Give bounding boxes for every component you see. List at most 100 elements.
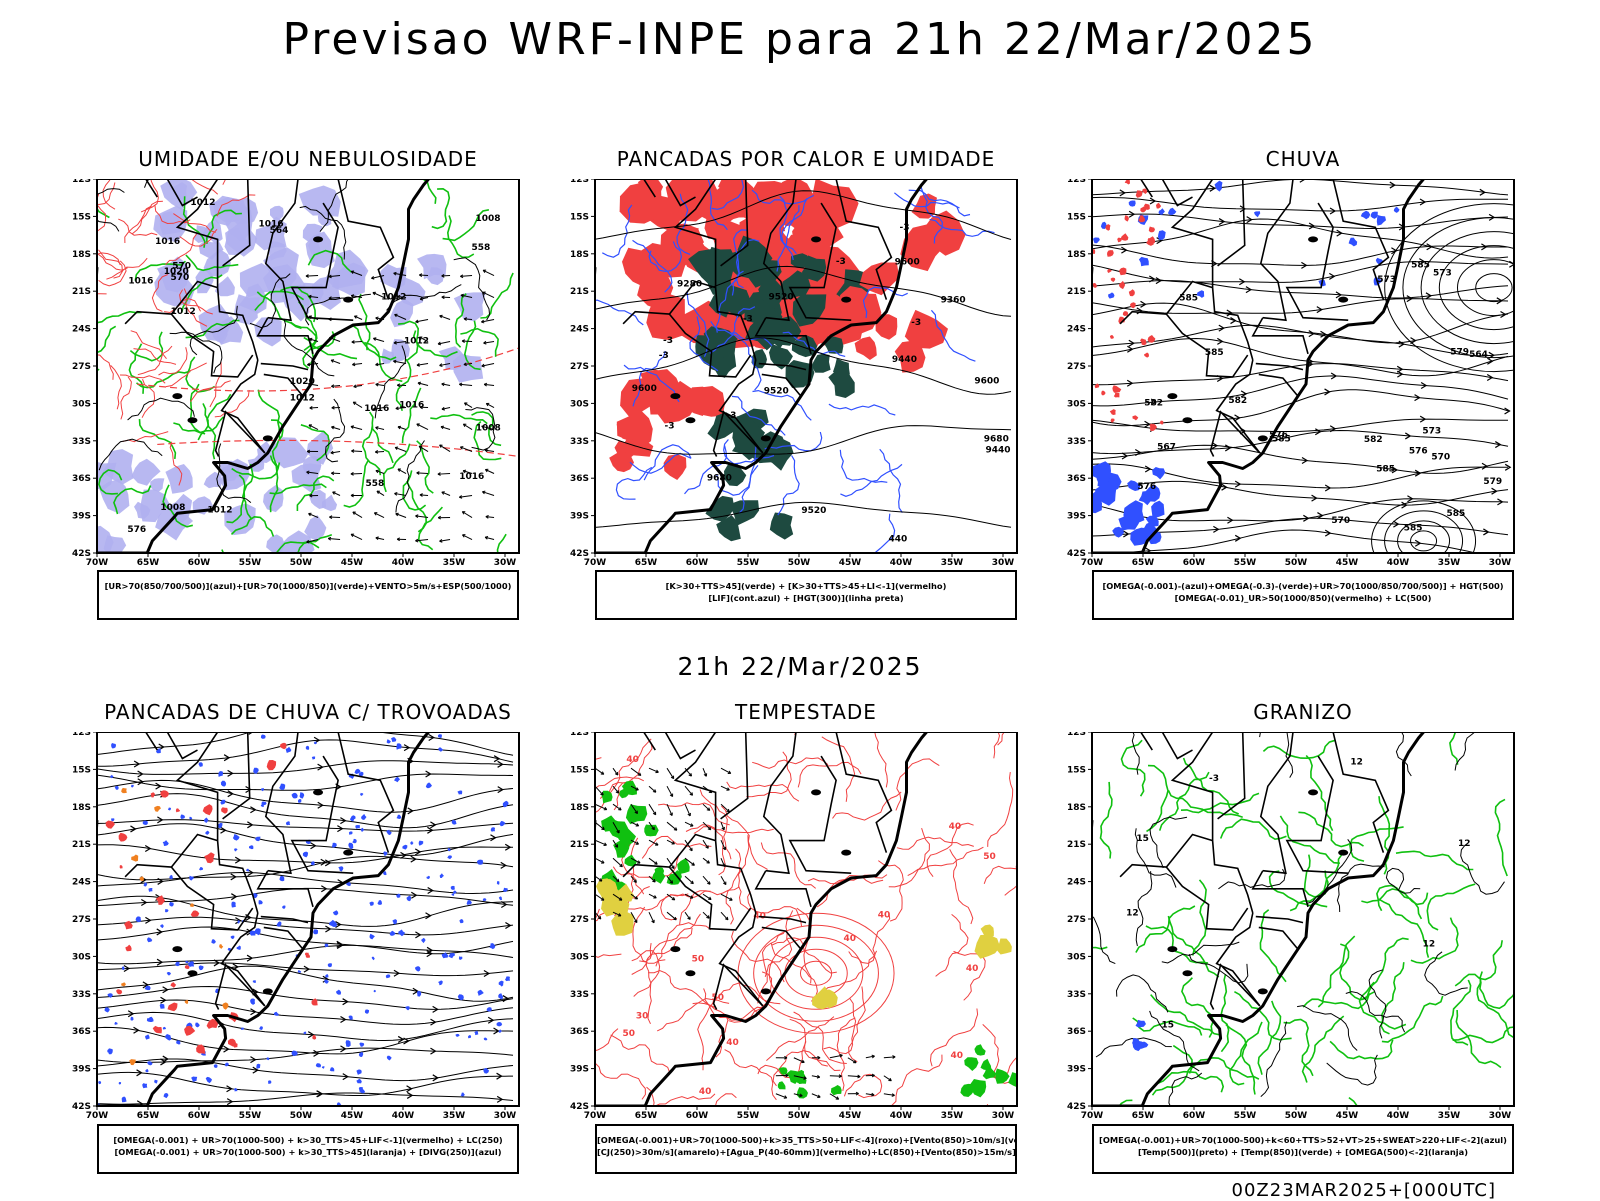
lat-tick-label: 21S: [1067, 840, 1086, 850]
lat-tick-label: 15S: [570, 765, 589, 775]
lat-tick-label: 39S: [570, 1065, 589, 1075]
lon-tick-label: 60W: [1183, 558, 1206, 568]
legend-line: [OMEGA(-0.01)_UR>50(1000/850)(vermelho) …: [1094, 592, 1512, 604]
forecast-map: 1012101210161016101610081012100810121016…: [57, 179, 539, 577]
lon-tick-label: 70W: [584, 558, 607, 568]
contour-label: 40: [844, 934, 857, 944]
lat-tick-label: 36S: [570, 1027, 589, 1037]
lon-tick-label: 50W: [788, 558, 811, 568]
panel-title: PANCADAS POR CALOR E UMIDADE: [555, 147, 1057, 171]
lat-tick-label: 21S: [570, 840, 589, 850]
contour-label: 585: [1447, 509, 1466, 519]
contour-label: 585: [1376, 464, 1395, 474]
lon-tick-label: 50W: [788, 1111, 811, 1121]
lat-tick-label: 21S: [1067, 287, 1086, 297]
lon-tick-label: 30W: [992, 558, 1015, 568]
lon-tick-label: 30W: [494, 1111, 517, 1121]
lat-tick-label: 30S: [570, 952, 589, 962]
contour-label: 570: [1431, 452, 1450, 462]
lon-tick-label: 50W: [290, 558, 313, 568]
lon-tick-label: 30W: [1489, 1111, 1512, 1121]
lat-tick-label: 18S: [570, 250, 589, 260]
lon-tick-label: 45W: [341, 558, 364, 568]
panel-legend: [OMEGA(-0.001)+UR>70(1000-500)+k<60+TTS>…: [1092, 1124, 1514, 1174]
contour-label: -3: [663, 336, 673, 346]
lat-tick-label: 24S: [1067, 325, 1086, 335]
contour-label: 9520: [769, 293, 794, 303]
lat-tick-label: 21S: [72, 287, 91, 297]
legend-line: [K>30+TTS>45](verde) + [K>30+TTS>45+LI<-…: [597, 580, 1015, 592]
lat-tick-label: 24S: [72, 878, 91, 888]
lon-tick-label: 65W: [137, 558, 160, 568]
lon-tick-label: 35W: [941, 558, 964, 568]
lon-tick-label: 65W: [635, 558, 658, 568]
lat-tick-label: 24S: [570, 325, 589, 335]
lon-tick-label: 45W: [1336, 1111, 1359, 1121]
contour-label: 570: [1331, 516, 1350, 526]
legend-line: [CJ(250)>30m/s](amarelo)+[Agua_P(40-60mm…: [597, 1146, 1015, 1158]
lon-tick-label: 70W: [1081, 1111, 1104, 1121]
main-title: Previsao WRF-INPE para 21h 22/Mar/2025: [0, 14, 1600, 65]
lat-tick-label: 30S: [72, 952, 91, 962]
lon-tick-label: 35W: [443, 1111, 466, 1121]
legend-line: [OMEGA(-0.001)+UR>70(1000-500)+k<60+TTS>…: [1094, 1134, 1512, 1146]
contour-label: 1008: [476, 214, 501, 224]
contour-label: 579: [1483, 477, 1502, 487]
panel-legend: [OMEGA(-0.001) + UR>70(1000-500) + k>30_…: [97, 1124, 519, 1174]
lon-tick-label: 60W: [686, 558, 709, 568]
lon-tick-label: 60W: [188, 558, 211, 568]
legend-line: [OMEGA(-0.001)-(azul)+OMEGA(-0.3)-(verde…: [1094, 580, 1512, 592]
lat-tick-label: 24S: [1067, 878, 1086, 888]
contour-label: 585: [1404, 523, 1423, 533]
contour-label: 1016: [155, 237, 180, 247]
lat-tick-label: 27S: [72, 915, 91, 925]
contour-label: 40: [699, 1087, 712, 1097]
contour-label: 9520: [801, 506, 826, 516]
lon-tick-label: 60W: [188, 1111, 211, 1121]
lat-tick-label: 21S: [72, 840, 91, 850]
contour-label: 564: [1469, 350, 1488, 360]
lat-tick-label: 27S: [1067, 362, 1086, 372]
panel-legend: [UR>70(850/700/500)](azul)+[UR>70(1000/8…: [97, 570, 519, 620]
contour-label: 50: [983, 852, 996, 862]
contour-label: 9360: [941, 296, 966, 306]
valid-time-title: 21h 22/Mar/2025: [0, 652, 1600, 681]
contour-label: 9520: [764, 387, 789, 397]
contour-label: 585: [1411, 260, 1430, 270]
contour-label: 12: [1458, 839, 1471, 849]
lat-tick-label: 27S: [570, 915, 589, 925]
contour-label: -3: [665, 422, 675, 432]
lon-tick-label: 60W: [1183, 1111, 1206, 1121]
lat-tick-label: 12S: [1067, 732, 1086, 738]
lat-tick-label: 33S: [72, 990, 91, 1000]
lon-tick-label: 45W: [1336, 558, 1359, 568]
contour-label: 40: [878, 910, 891, 920]
lat-tick-label: 33S: [570, 437, 589, 447]
panel-title: CHUVA: [1052, 147, 1554, 171]
contour-label: 9600: [974, 376, 999, 386]
contour-label: 12: [1423, 940, 1436, 950]
contour-label: 50: [623, 1029, 636, 1039]
contour-label: 12: [1126, 909, 1139, 919]
lon-tick-label: 65W: [137, 1111, 160, 1121]
lat-tick-label: 36S: [72, 1027, 91, 1037]
lon-tick-label: 45W: [341, 1111, 364, 1121]
lon-tick-label: 40W: [1387, 1111, 1410, 1121]
lon-tick-label: 55W: [239, 1111, 262, 1121]
contour-label: 440: [889, 534, 908, 544]
lon-tick-label: 30W: [992, 1111, 1015, 1121]
contour-label: 1012: [404, 336, 429, 346]
lat-tick-label: 36S: [1067, 474, 1086, 484]
lat-tick-label: 36S: [72, 474, 91, 484]
lat-tick-label: 39S: [1067, 1065, 1086, 1075]
contour-label: 570: [172, 262, 191, 272]
contour-label: 570: [171, 273, 190, 283]
contour-label: 30: [636, 1011, 649, 1021]
lon-tick-label: 70W: [584, 1111, 607, 1121]
contour-label: 579: [1450, 347, 1469, 357]
lat-tick-label: 30S: [1067, 399, 1086, 409]
lon-tick-label: 40W: [1387, 558, 1410, 568]
legend-line: [OMEGA(-0.001) + UR>70(1000-500) + k>30_…: [99, 1134, 517, 1146]
contour-label: 1012: [171, 307, 196, 317]
lat-tick-label: 39S: [72, 512, 91, 522]
